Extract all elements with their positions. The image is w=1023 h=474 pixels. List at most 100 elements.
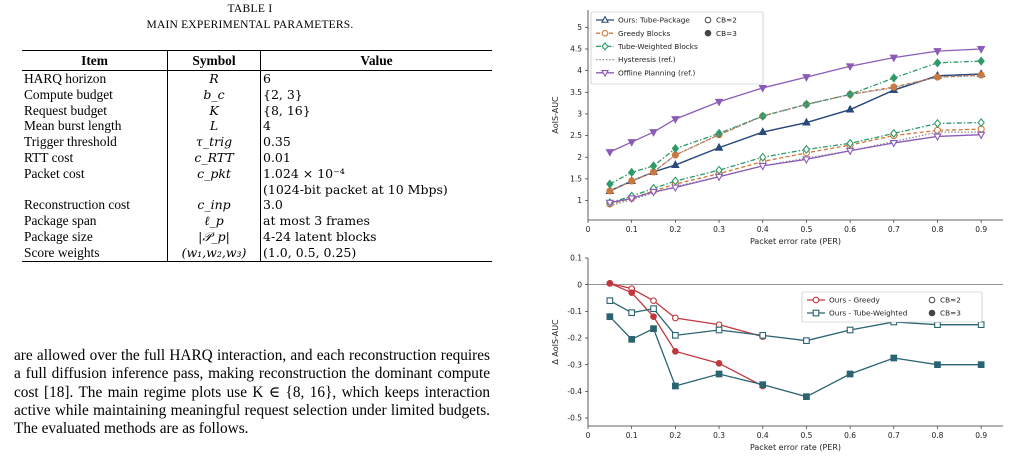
symbol-text: L bbox=[209, 118, 219, 134]
data-point bbox=[628, 289, 636, 297]
x-tick-label: 0.4 bbox=[757, 431, 769, 440]
data-point bbox=[812, 296, 820, 304]
param-symbol: K bbox=[167, 102, 261, 119]
param-item: HARQ horizon bbox=[24, 71, 107, 86]
cb-legend-label: CB=3 bbox=[716, 29, 737, 38]
cb-legend-marker bbox=[928, 296, 936, 304]
table-row: Mean burst length L 4 bbox=[22, 118, 492, 135]
param-symbol: ℓ_p bbox=[167, 213, 261, 229]
series-line bbox=[609, 128, 982, 205]
value-text: (1.0, 0.5, 0.25) bbox=[263, 244, 357, 260]
y-tick-label: 3 bbox=[577, 110, 582, 119]
header-value: Value bbox=[260, 50, 492, 71]
param-symbol: c_RTT bbox=[167, 149, 261, 166]
data-point bbox=[933, 118, 942, 129]
legend-label: Tube-Weighted Blocks bbox=[617, 42, 698, 51]
value-note: (1024-bit packet at 10 Mbps) bbox=[263, 181, 448, 197]
data-point bbox=[671, 184, 680, 193]
series-line bbox=[609, 282, 764, 387]
y-tick-label: 0 bbox=[577, 280, 582, 289]
x-tick-label: 0.5 bbox=[800, 225, 812, 234]
series-line bbox=[609, 74, 982, 192]
table-row: RTT cost c_RTT 0.01 bbox=[22, 149, 492, 166]
legend-label: Greedy Blocks bbox=[618, 29, 670, 38]
y-tick-label: -0.5 bbox=[567, 414, 582, 423]
symbol-text: b_c bbox=[203, 86, 225, 102]
data-point bbox=[977, 361, 985, 369]
data-point bbox=[601, 29, 609, 37]
param-value: at most 3 frames bbox=[260, 213, 492, 229]
series-cb3 bbox=[606, 313, 985, 401]
x-tick-label: 0.8 bbox=[932, 225, 944, 234]
symbol-text: c_RTT bbox=[194, 149, 234, 165]
series-line bbox=[609, 75, 982, 192]
series-cb3 bbox=[606, 279, 767, 390]
data-point bbox=[977, 117, 985, 128]
data-point bbox=[812, 309, 820, 317]
series-cb2 bbox=[605, 131, 986, 208]
data-point bbox=[759, 152, 767, 162]
data-point bbox=[977, 71, 985, 79]
x-tick-label: 0.7 bbox=[888, 225, 900, 234]
x-tick-label: 0.9 bbox=[975, 431, 987, 440]
data-point bbox=[650, 313, 657, 321]
data-point bbox=[845, 104, 855, 113]
data-point bbox=[759, 331, 767, 339]
data-point bbox=[606, 313, 614, 321]
data-point bbox=[601, 42, 609, 51]
x-tick-label: 0.2 bbox=[669, 225, 681, 234]
data-point bbox=[715, 370, 723, 378]
series-cb2 bbox=[609, 131, 982, 207]
param-value: 4 bbox=[260, 118, 492, 135]
series-line bbox=[609, 131, 982, 207]
data-point bbox=[671, 143, 680, 154]
data-point bbox=[890, 128, 898, 139]
param-value: {2, 3} bbox=[260, 86, 492, 103]
table-row: Compute budget b_c {2, 3} bbox=[22, 86, 492, 103]
data-point bbox=[933, 58, 942, 68]
data-point bbox=[672, 382, 679, 390]
y-tick-label: -0.2 bbox=[567, 334, 582, 343]
data-point bbox=[714, 98, 724, 107]
data-point bbox=[889, 139, 899, 148]
data-point bbox=[803, 393, 810, 401]
data-point bbox=[803, 337, 810, 345]
table-row: Reconstruction cost c_inp 3.0 bbox=[22, 197, 492, 214]
param-item: Package size bbox=[24, 228, 93, 244]
figure: 0 0.1 0.2 0.3 0.4 0.5 0.6 0.7 0.8 0.9 1 1.5 2 2.5 3 3.5… bbox=[540, 0, 1023, 474]
series-line bbox=[609, 73, 982, 192]
data-point bbox=[600, 15, 610, 23]
x-tick-label: 0.1 bbox=[626, 225, 638, 234]
param-value: 6 bbox=[260, 70, 492, 87]
data-point bbox=[649, 129, 658, 137]
param-value: 1.024 × 10⁻⁴ (1024-bit packet at 10 Mbps) bbox=[260, 165, 492, 198]
data-point bbox=[714, 142, 724, 151]
data-point bbox=[846, 326, 854, 334]
data-point bbox=[758, 162, 767, 171]
data-point bbox=[715, 326, 723, 334]
data-point bbox=[934, 321, 941, 329]
legend: Ours - Greedy Ours - Tube-Weighted CB=2 CB=… bbox=[801, 291, 983, 323]
symbol-text: c_inp bbox=[197, 197, 231, 213]
data-point bbox=[605, 149, 615, 157]
cb-legend-label: CB=3 bbox=[940, 309, 961, 318]
x-tick-label: 0.4 bbox=[757, 225, 769, 234]
symbol-text: (w₁,w₂,w₃) bbox=[181, 244, 247, 260]
data-point bbox=[976, 46, 986, 54]
data-point bbox=[606, 179, 614, 189]
delta-aois-auc-chart: 0 0.1 0.2 0.3 0.4 0.5 0.6 0.7 0.8 0.9 0.1 0 -0.1 -0.2… bbox=[551, 254, 1003, 452]
param-item: RTT cost bbox=[24, 149, 74, 165]
x-tick-label: 0.3 bbox=[713, 225, 725, 234]
data-point bbox=[759, 111, 767, 121]
data-point bbox=[605, 199, 615, 208]
param-symbol: (w₁,w₂,w₃) bbox=[167, 244, 261, 262]
data-point bbox=[802, 144, 811, 155]
legend: Ours: Tube-Package Greedy Blocks Tube-Weig… bbox=[590, 11, 764, 85]
y-tick-label: -0.4 bbox=[567, 387, 582, 396]
param-symbol: R bbox=[167, 70, 261, 87]
data-point bbox=[845, 63, 855, 72]
legend-label: Ours - Greedy bbox=[829, 296, 881, 305]
series-cb3 bbox=[606, 71, 985, 195]
y-tick-label: 1 bbox=[577, 196, 582, 205]
table-caption-title: MAIN EXPERIMENTAL PARAMETERS. bbox=[146, 19, 354, 31]
